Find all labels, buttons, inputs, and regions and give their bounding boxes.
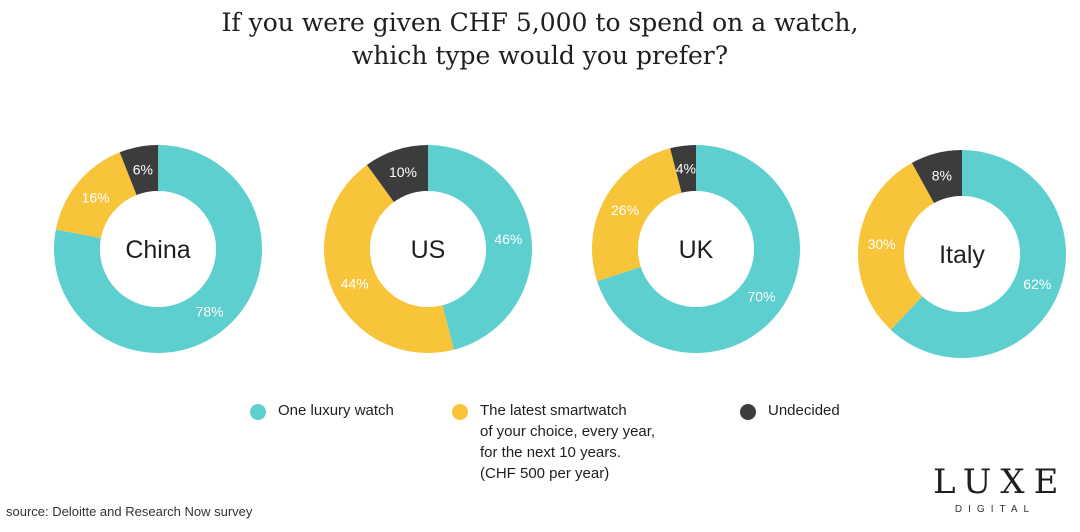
country-label-italy: Italy (939, 241, 985, 269)
slice-uk-luxury (597, 145, 800, 353)
legend-item-undecided: Undecided (740, 400, 840, 421)
donut-hole-us (370, 191, 486, 307)
legend-swatch-smartwatch (452, 404, 468, 420)
slice-china-smartwatch (55, 152, 137, 239)
legend-smartwatch-line-2: of your choice, every year, (480, 423, 656, 440)
legend-smartwatch-line-1: The latest smartwatch (480, 402, 627, 419)
donut-hole-china (100, 191, 216, 307)
source-note: source: Deloitte and Research Now survey (6, 504, 253, 519)
data-label-uk-luxury: 70% (748, 289, 776, 305)
chart-title: If you were given CHF 5,000 to spend on … (0, 6, 1080, 72)
slice-china-luxury (53, 145, 262, 353)
country-label-china: China (125, 236, 190, 264)
title-line-1: If you were given CHF 5,000 to spend on … (221, 8, 859, 37)
legend-smartwatch-line-4: (CHF 500 per year) (480, 465, 610, 482)
slice-us-smartwatch (324, 164, 454, 353)
donut-charts: 78% 16% 6% China 46% 44% 10% US 70% 26% 4% UK 62% 30%… (53, 145, 1067, 359)
data-label-us-undecided: 10% (389, 164, 417, 180)
legend-item-luxury: One luxury watch (250, 400, 394, 421)
data-label-uk-undecided: 4% (676, 161, 696, 177)
slice-us-undecided (366, 145, 428, 203)
luxe-digital-logo: LUXE DIGITAL (924, 462, 1060, 515)
data-label-us-smartwatch: 44% (341, 275, 369, 291)
country-label-us: US (411, 236, 446, 264)
slice-us-luxury (428, 145, 532, 350)
donut-hole-italy (904, 196, 1020, 312)
legend-item-smartwatch: The latest smartwatch of your choice, ev… (452, 400, 655, 484)
data-label-us-luxury: 46% (494, 231, 522, 247)
data-label-china-undecided: 6% (133, 161, 153, 177)
data-label-italy-undecided: 8% (932, 168, 952, 184)
slice-italy-undecided (911, 150, 962, 204)
data-label-china-smartwatch: 16% (82, 189, 110, 205)
legend-swatch-luxury (250, 404, 266, 420)
legend-label-smartwatch: The latest smartwatch of your choice, ev… (480, 400, 655, 484)
logo-main-text: LUXE (933, 462, 1068, 502)
country-label-uk: UK (679, 236, 714, 264)
data-label-italy-smartwatch: 30% (868, 236, 896, 252)
logo-sub-text: DIGITAL (954, 504, 1036, 515)
data-label-uk-smartwatch: 26% (611, 202, 639, 218)
donut-hole-uk (638, 191, 754, 307)
slice-italy-luxury (890, 150, 1067, 359)
slice-china-undecided (119, 145, 158, 196)
legend-label-luxury: One luxury watch (278, 402, 394, 419)
slice-uk-undecided (670, 145, 696, 193)
slice-uk-smartwatch (592, 148, 682, 282)
legend-swatch-undecided (740, 404, 756, 420)
legend-label-undecided: Undecided (768, 402, 840, 419)
data-label-italy-luxury: 62% (1023, 276, 1051, 292)
slice-italy-smartwatch (858, 162, 935, 330)
data-label-china-luxury: 78% (196, 303, 224, 319)
title-line-2: which type would you prefer? (351, 41, 729, 70)
legend-smartwatch-line-3: for the next 10 years. (480, 444, 621, 461)
